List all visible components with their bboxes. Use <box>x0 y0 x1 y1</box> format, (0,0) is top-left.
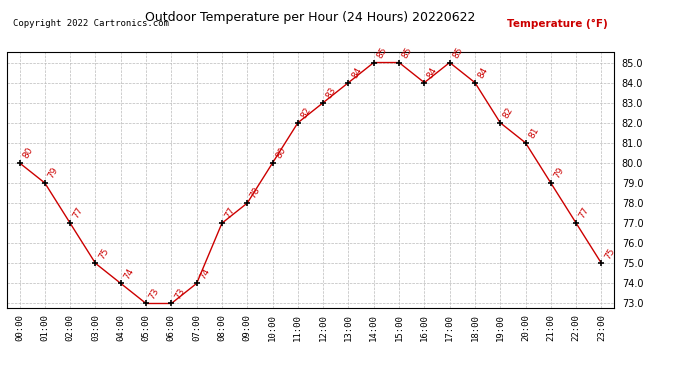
Text: 73: 73 <box>148 286 161 301</box>
Text: 75: 75 <box>97 246 110 261</box>
Text: 79: 79 <box>552 166 566 180</box>
Text: 83: 83 <box>324 86 338 100</box>
Text: Copyright 2022 Cartronics.com: Copyright 2022 Cartronics.com <box>13 20 169 28</box>
Text: 84: 84 <box>350 66 364 80</box>
Text: 74: 74 <box>122 266 136 280</box>
Text: 80: 80 <box>274 146 288 160</box>
Text: 80: 80 <box>21 146 34 160</box>
Text: 84: 84 <box>476 66 490 80</box>
Text: 77: 77 <box>224 206 237 220</box>
Text: Outdoor Temperature per Hour (24 Hours) 20220622: Outdoor Temperature per Hour (24 Hours) … <box>146 11 475 24</box>
Text: 82: 82 <box>299 106 313 120</box>
Text: 75: 75 <box>603 246 616 261</box>
Text: 77: 77 <box>72 206 85 220</box>
Text: 85: 85 <box>375 45 388 60</box>
Text: 85: 85 <box>400 45 414 60</box>
Text: 77: 77 <box>578 206 591 220</box>
Text: Temperature (°F): Temperature (°F) <box>507 20 608 29</box>
Text: 84: 84 <box>426 66 440 80</box>
Text: 78: 78 <box>248 186 262 200</box>
Text: 85: 85 <box>451 45 464 60</box>
Text: 74: 74 <box>198 266 212 280</box>
Text: 73: 73 <box>172 286 186 301</box>
Text: 82: 82 <box>502 106 515 120</box>
Text: 79: 79 <box>46 166 60 180</box>
Text: 81: 81 <box>527 126 540 140</box>
